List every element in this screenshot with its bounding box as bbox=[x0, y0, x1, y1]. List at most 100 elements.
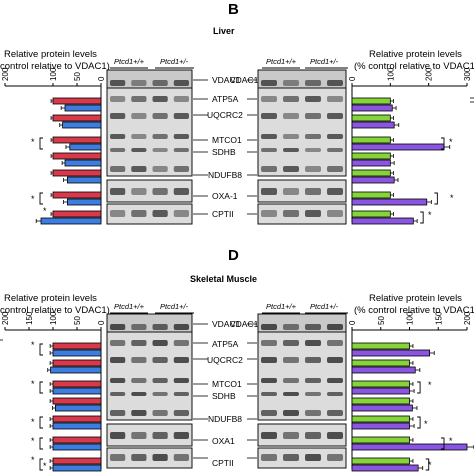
chart-bar bbox=[351, 359, 410, 367]
chart-bar bbox=[52, 97, 102, 105]
chart-bar bbox=[52, 210, 102, 218]
chart-tick-label: 0 bbox=[97, 76, 106, 81]
blot-band bbox=[152, 357, 168, 363]
blot-band bbox=[327, 96, 343, 102]
blot-band bbox=[110, 324, 126, 330]
blot-strip bbox=[106, 203, 193, 225]
blot-band bbox=[327, 166, 343, 172]
significance-star: * bbox=[449, 436, 453, 446]
chart-bar bbox=[351, 121, 395, 129]
chart-bar bbox=[52, 464, 102, 472]
chart-tick-label: 200 bbox=[463, 311, 472, 325]
protein-label: SDHB bbox=[212, 147, 236, 157]
blot-band bbox=[110, 432, 126, 439]
blot-band bbox=[305, 210, 321, 217]
chart-bar bbox=[351, 152, 391, 160]
significance-bracket bbox=[39, 137, 43, 150]
genotype-wt-label: Ptcd1+/+ bbox=[266, 302, 297, 311]
chart-bar bbox=[351, 464, 419, 472]
chart-bar bbox=[351, 342, 410, 350]
genotype-wt-label: Ptcd1+/+ bbox=[114, 302, 145, 311]
panel-letter-d: D bbox=[228, 247, 239, 264]
blot-band bbox=[110, 166, 126, 172]
blot-band bbox=[152, 410, 168, 416]
blot-band bbox=[173, 80, 189, 86]
blot-band bbox=[152, 340, 168, 346]
chart-bar bbox=[351, 198, 428, 206]
blot-band bbox=[131, 324, 147, 330]
protein-label: VDAC1 bbox=[230, 319, 259, 329]
blot-strip bbox=[106, 179, 193, 203]
blot-band bbox=[152, 454, 168, 461]
blot-band bbox=[110, 340, 126, 346]
blot-band bbox=[305, 340, 321, 346]
blot-band bbox=[261, 80, 277, 86]
blot-strip bbox=[257, 331, 347, 421]
chart-tick-label: 150 bbox=[25, 311, 34, 325]
blot-band bbox=[173, 166, 189, 172]
blot-band bbox=[173, 113, 189, 119]
blot-strip bbox=[257, 179, 347, 203]
blot-band bbox=[110, 113, 126, 119]
blot-band bbox=[261, 134, 277, 139]
blot-band bbox=[305, 96, 321, 102]
chart-bar bbox=[62, 121, 102, 129]
significance-bracket bbox=[417, 381, 421, 394]
blot-band bbox=[283, 210, 299, 217]
chart-bar bbox=[351, 436, 410, 444]
blot-strip bbox=[257, 447, 347, 469]
protein-label: OXA1 bbox=[212, 436, 235, 446]
left-axis-title-line2: control relative to VDAC1) bbox=[0, 305, 110, 316]
blot-strip bbox=[257, 87, 347, 177]
blot-band bbox=[327, 410, 343, 416]
blot-band bbox=[131, 454, 147, 461]
chart-tick-label: 200 bbox=[425, 67, 434, 81]
blot-band bbox=[173, 357, 189, 363]
protein-label: SDHB bbox=[212, 391, 236, 401]
blot-strip bbox=[106, 87, 193, 177]
significance-star: * bbox=[424, 419, 428, 429]
chart-tick-label: 50 bbox=[73, 316, 82, 325]
blot-band bbox=[173, 340, 189, 346]
blot-band bbox=[283, 392, 299, 396]
protein-label: OXA-1 bbox=[212, 191, 238, 201]
chart-bar bbox=[52, 443, 102, 451]
protein-label: CPTII bbox=[212, 209, 234, 219]
significance-bracket bbox=[39, 192, 43, 205]
significance-star: * bbox=[31, 455, 35, 465]
chart-bar bbox=[52, 415, 102, 423]
blot-band bbox=[327, 378, 343, 383]
significance-star: * bbox=[43, 206, 47, 216]
protein-label: MTCO1 bbox=[212, 379, 242, 389]
blot-band bbox=[283, 166, 299, 172]
blot-band bbox=[261, 166, 277, 172]
blot-band bbox=[305, 392, 321, 396]
blot-band bbox=[261, 392, 277, 396]
chart-bar bbox=[351, 387, 410, 395]
protein-label: UQCRC2 bbox=[207, 110, 243, 120]
chart-bar bbox=[52, 136, 102, 144]
blot-band bbox=[261, 340, 277, 346]
blot-band bbox=[110, 210, 126, 217]
chart-bar bbox=[351, 366, 416, 374]
protein-label: MTCO1 bbox=[212, 135, 242, 145]
blot-band bbox=[173, 392, 189, 396]
blot-band bbox=[173, 410, 189, 416]
chart-tick-label: 0 bbox=[97, 320, 106, 325]
chart-bar bbox=[351, 136, 391, 144]
chart-bar bbox=[52, 457, 102, 465]
significance-bracket bbox=[441, 137, 445, 150]
chart-bar bbox=[351, 169, 391, 177]
blot-band bbox=[305, 324, 321, 330]
blot-band bbox=[327, 357, 343, 363]
blot-band bbox=[173, 324, 189, 330]
chart-bar bbox=[351, 114, 391, 122]
blot-band bbox=[131, 378, 147, 383]
blot-band bbox=[305, 80, 321, 86]
blot-band bbox=[152, 80, 168, 86]
chart-bar bbox=[52, 114, 102, 122]
blot-band bbox=[173, 134, 189, 139]
chart-bar bbox=[40, 217, 102, 225]
chart-bar bbox=[52, 380, 102, 388]
blot-band bbox=[283, 357, 299, 363]
